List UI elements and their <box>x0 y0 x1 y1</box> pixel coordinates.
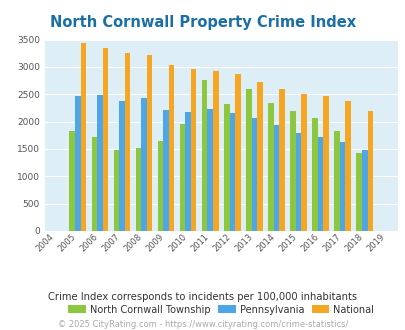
Bar <box>361 149 367 231</box>
Text: Crime Index corresponds to incidents per 100,000 inhabitants: Crime Index corresponds to incidents per… <box>48 292 357 302</box>
Bar <box>290 111 295 231</box>
Bar <box>245 89 251 231</box>
Bar <box>295 133 301 231</box>
Bar <box>179 124 185 231</box>
Bar <box>69 131 75 231</box>
Bar <box>213 71 218 231</box>
Bar <box>102 49 108 231</box>
Bar <box>301 94 306 231</box>
Bar <box>273 125 279 231</box>
Bar <box>135 148 141 231</box>
Bar <box>190 69 196 231</box>
Bar <box>311 118 317 231</box>
Bar <box>119 101 124 231</box>
Bar <box>234 74 240 231</box>
Bar <box>97 95 102 231</box>
Bar <box>141 98 146 231</box>
Bar <box>75 96 80 231</box>
Bar <box>339 142 345 231</box>
Bar <box>367 111 372 231</box>
Bar <box>251 118 256 231</box>
Bar <box>322 96 328 231</box>
Bar <box>334 131 339 231</box>
Bar <box>279 89 284 231</box>
Bar <box>168 65 174 231</box>
Bar <box>92 138 97 231</box>
Bar <box>185 112 190 231</box>
Bar <box>207 109 213 231</box>
Text: © 2025 CityRating.com - https://www.cityrating.com/crime-statistics/: © 2025 CityRating.com - https://www.city… <box>58 320 347 329</box>
Bar <box>201 80 207 231</box>
Bar <box>124 53 130 231</box>
Bar <box>163 110 168 231</box>
Bar <box>256 82 262 231</box>
Bar <box>113 150 119 231</box>
Bar <box>317 137 322 231</box>
Bar <box>158 141 163 231</box>
Bar <box>224 104 229 231</box>
Bar <box>80 44 86 231</box>
Bar <box>268 103 273 231</box>
Bar <box>146 55 152 231</box>
Bar <box>356 153 361 231</box>
Legend: North Cornwall Township, Pennsylvania, National: North Cornwall Township, Pennsylvania, N… <box>68 305 373 315</box>
Text: North Cornwall Property Crime Index: North Cornwall Property Crime Index <box>50 15 355 30</box>
Bar <box>229 113 234 231</box>
Bar <box>345 101 350 231</box>
